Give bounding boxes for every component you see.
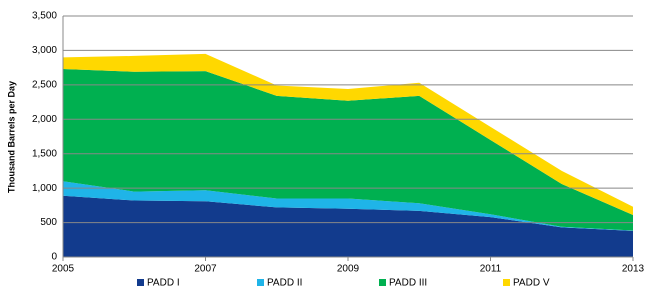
legend-label: PADD V bbox=[513, 278, 550, 289]
legend-label: PADD I bbox=[147, 278, 180, 289]
x-tick-label: 2013 bbox=[622, 264, 645, 275]
legend-label: PADD II bbox=[267, 278, 302, 289]
x-tick-label: 2011 bbox=[480, 264, 502, 275]
legend-swatch bbox=[137, 279, 144, 286]
legend-swatch bbox=[503, 279, 510, 286]
y-tick-label: 2,000 bbox=[32, 114, 57, 125]
x-tick-label: 2007 bbox=[194, 264, 217, 275]
y-tick-label: 500 bbox=[40, 217, 57, 228]
area bbox=[63, 53, 633, 215]
y-tick-label: 2,500 bbox=[32, 79, 57, 90]
area bbox=[63, 195, 633, 257]
y-axis-label: Thousand Barrels per Day bbox=[6, 81, 16, 193]
area bbox=[63, 181, 633, 231]
x-tick-label: 2005 bbox=[52, 264, 75, 275]
area bbox=[63, 69, 633, 231]
y-tick-label: 3,500 bbox=[32, 11, 57, 22]
y-tick-label: 3,000 bbox=[32, 45, 57, 56]
y-tick-label: 1,500 bbox=[32, 148, 57, 159]
y-tick-label: 0 bbox=[51, 252, 57, 263]
y-tick-label: 1,000 bbox=[32, 183, 57, 194]
legend-swatch bbox=[379, 279, 386, 286]
legend-label: PADD III bbox=[389, 278, 427, 289]
x-tick-label: 2009 bbox=[337, 264, 360, 275]
legend-swatch bbox=[257, 279, 264, 286]
